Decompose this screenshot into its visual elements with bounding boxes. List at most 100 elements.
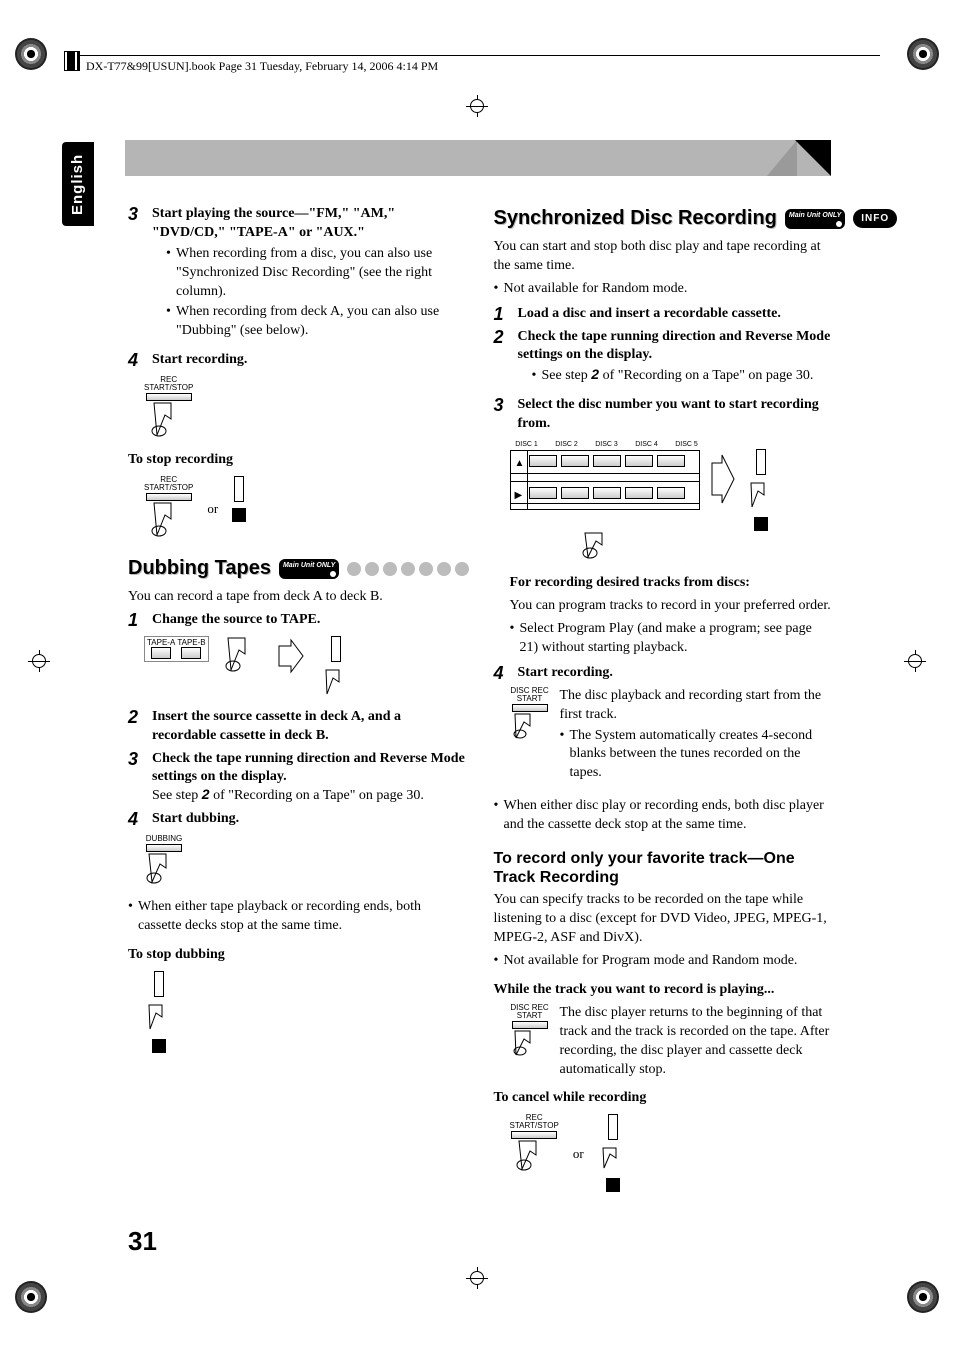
rec-button-label: REC START/STOP bbox=[510, 1114, 559, 1130]
step-title: Select the disc number you want to start… bbox=[518, 396, 832, 434]
remote-pointer-icon bbox=[149, 401, 189, 441]
or-text: or bbox=[207, 500, 218, 518]
reg-mark-tl bbox=[15, 38, 47, 70]
step-title: Start dubbing. bbox=[152, 810, 466, 829]
step-3: 3 Start playing the source—"FM," "AM," "… bbox=[128, 205, 466, 347]
disc-rec-label: DISC REC START bbox=[510, 687, 550, 703]
bullet: When recording from a disc, you can also… bbox=[166, 245, 466, 302]
tape-buttons-figure: TAPE-A TAPE-B bbox=[144, 636, 466, 698]
finger-pointer-icon bbox=[144, 1003, 174, 1033]
stop-icon bbox=[754, 517, 768, 531]
disc-label: DISC 1 bbox=[510, 440, 544, 449]
header-text: DX-T77&99[USUN].book Page 31 Tuesday, Fe… bbox=[86, 58, 438, 74]
reg-mark-bl bbox=[15, 1281, 47, 1313]
right-column: Synchronized Disc Recording Main Unit ON… bbox=[494, 205, 832, 1221]
section-title-text: Synchronized Disc Recording bbox=[494, 205, 777, 232]
finger-pointer-icon bbox=[598, 1146, 628, 1172]
step-title: Check the tape running direction and Rev… bbox=[152, 750, 466, 788]
step-title: Check the tape running direction and Rev… bbox=[518, 328, 832, 366]
crop-mark-left bbox=[28, 650, 50, 679]
dubbing-intro: You can record a tape from deck A to dec… bbox=[128, 588, 466, 607]
one-track-note: Not available for Program mode and Rando… bbox=[494, 952, 832, 971]
left-column: 3 Start playing the source—"FM," "AM," "… bbox=[128, 205, 466, 1221]
desired-bullet: Select Program Play (and make a program;… bbox=[510, 620, 832, 658]
disc-label: DISC 2 bbox=[550, 440, 584, 449]
book-icon bbox=[64, 51, 80, 71]
step-number: 4 bbox=[128, 810, 144, 829]
step-title: Start recording. bbox=[518, 664, 832, 683]
remote-pointer-icon bbox=[223, 636, 263, 686]
dubbing-button-icon bbox=[146, 844, 182, 852]
dubbing-button-label: DUBBING bbox=[146, 835, 182, 843]
sync-end-note: When either disc play or recording ends,… bbox=[494, 797, 832, 835]
dubbing-section-title: Dubbing Tapes Main Unit ONLY bbox=[128, 555, 466, 582]
dub-step-2: 2 Insert the source cassette in deck A, … bbox=[128, 708, 466, 746]
while-head: While the track you want to record is pl… bbox=[494, 981, 832, 1000]
or-text: or bbox=[573, 1145, 584, 1163]
step-bullets: When recording from a disc, you can also… bbox=[152, 245, 466, 341]
info-badge: INFO bbox=[853, 209, 897, 229]
sync-note: Not available for Random mode. bbox=[494, 280, 832, 299]
header-line: DX-T77&99[USUN].book Page 31 Tuesday, Fe… bbox=[64, 55, 880, 74]
cancel-head: To cancel while recording bbox=[494, 1089, 832, 1108]
rec-button-figure: REC START/STOP bbox=[144, 376, 466, 441]
stop-icon bbox=[606, 1178, 620, 1192]
page-content: 3 Start playing the source—"FM," "AM," "… bbox=[128, 205, 831, 1221]
one-track-title: To record only your favorite track—One T… bbox=[494, 849, 832, 887]
triangle-grey-icon bbox=[767, 140, 797, 176]
sync-step-3: 3 Select the disc number you want to sta… bbox=[494, 396, 832, 434]
finger-pointer-icon bbox=[321, 668, 351, 698]
grey-bar bbox=[125, 140, 831, 176]
disc-panel-icon: ▲ ▶ bbox=[510, 450, 700, 510]
finger-pointer-icon bbox=[144, 852, 184, 888]
rec-button-icon bbox=[511, 1131, 557, 1139]
arrow-right-icon bbox=[277, 636, 307, 686]
step-title: Start recording. bbox=[152, 351, 466, 370]
step-number: 3 bbox=[128, 750, 144, 807]
step-title: Insert the source cassette in deck A, an… bbox=[152, 708, 466, 746]
reg-mark-br bbox=[907, 1281, 939, 1313]
dubbing-button-figure: DUBBING bbox=[144, 835, 466, 888]
step-number: 2 bbox=[128, 708, 144, 746]
triangle-black-icon bbox=[795, 140, 831, 176]
while-text: The disc player returns to the beginning… bbox=[560, 1004, 832, 1080]
while-figure: DISC REC START The disc player returns t… bbox=[510, 1004, 832, 1080]
stop-icon bbox=[152, 1039, 166, 1053]
step-4: 4 Start recording. bbox=[128, 351, 466, 370]
finger-pointer-icon bbox=[746, 481, 776, 511]
disc-rec-button-icon bbox=[512, 704, 548, 712]
tape-a-label: TAPE-A bbox=[147, 639, 175, 647]
section-title-text: Dubbing Tapes bbox=[128, 555, 271, 582]
main-unit-badge: Main Unit ONLY bbox=[785, 209, 845, 229]
dub-end-note: When either tape playback or recording e… bbox=[128, 898, 466, 936]
stop-icon-group bbox=[232, 476, 246, 522]
step-title: Change the source to TAPE. bbox=[152, 611, 466, 630]
decor-dots bbox=[347, 562, 469, 576]
sync-step-1: 1 Load a disc and insert a recordable ca… bbox=[494, 305, 832, 324]
crop-mark-top bbox=[466, 95, 488, 124]
tape-b-button-icon bbox=[181, 647, 201, 659]
sync-step-4: 4 Start recording. bbox=[494, 664, 832, 683]
crop-mark-bottom bbox=[466, 1267, 488, 1296]
remote-pointer-icon bbox=[514, 1139, 554, 1175]
reg-mark-tr bbox=[907, 38, 939, 70]
tape-a-button-icon bbox=[151, 647, 171, 659]
bullet: When recording from deck A, you can also… bbox=[166, 303, 466, 341]
step-subtext: See step 2 of "Recording on a Tape" on p… bbox=[532, 367, 832, 386]
finger-pointer-icon bbox=[510, 1029, 550, 1061]
step-number: 1 bbox=[494, 305, 510, 324]
step-subtext: See step 2 of "Recording on a Tape" on p… bbox=[152, 787, 466, 806]
step-number: 4 bbox=[128, 351, 144, 370]
disc-rec-label: DISC REC START bbox=[510, 1004, 550, 1020]
stop-recording-head: To stop recording bbox=[128, 451, 466, 470]
step-number: 4 bbox=[494, 664, 510, 683]
disc-label: DISC 4 bbox=[630, 440, 664, 449]
tape-b-label: TAPE-B bbox=[177, 639, 205, 647]
step-title: Load a disc and insert a recordable cass… bbox=[518, 305, 832, 324]
desired-text: You can program tracks to record in your… bbox=[510, 597, 832, 616]
stop-dubbing-head: To stop dubbing bbox=[128, 946, 466, 965]
rec-button-icon bbox=[146, 493, 192, 501]
dub-step-3: 3 Check the tape running direction and R… bbox=[128, 750, 466, 807]
step-number: 2 bbox=[494, 328, 510, 393]
stop-icon bbox=[232, 508, 246, 522]
